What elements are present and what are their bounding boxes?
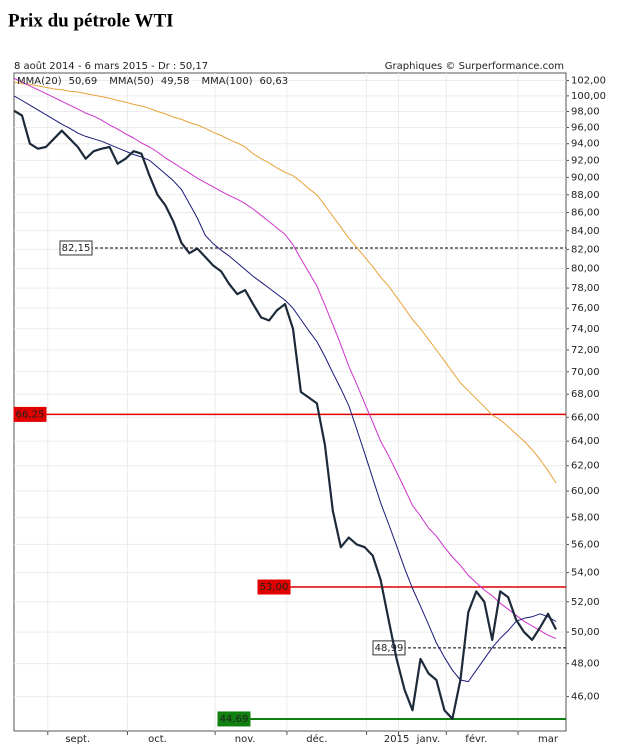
reference-label-box <box>59 240 93 256</box>
y-tick-label: 62,00 <box>571 461 600 472</box>
legend-value: 60,63 <box>260 76 289 87</box>
chart-title: Prix du pétrole WTI <box>8 10 174 31</box>
moving-average-line <box>13 81 557 484</box>
y-tick-label: 52,00 <box>571 597 600 608</box>
reference-label-box <box>372 640 406 656</box>
moving-average-line <box>13 95 557 683</box>
y-tick-label: 64,00 <box>571 436 600 447</box>
y-tick-label: 78,00 <box>571 283 600 294</box>
y-tick-label: 92,00 <box>571 155 600 166</box>
reference-label: 82,15 <box>62 243 91 254</box>
x-tick-label: déc. <box>306 733 327 745</box>
x-tick-label: 2015 <box>384 734 409 745</box>
y-tick-label: 102,00 <box>571 76 606 87</box>
plot-frame <box>13 72 567 732</box>
y-tick-label: 98,00 <box>571 106 600 117</box>
y-tick-label: 82,00 <box>571 244 600 255</box>
y-tick-label: 54,00 <box>571 568 600 579</box>
subtitle: 8 août 2014 - 6 mars 2015 - Dr : 50,17 <box>14 60 208 72</box>
y-tick-label: 46,00 <box>571 692 600 703</box>
legend-name: MMA(50) <box>109 76 154 87</box>
legend-value: 50,69 <box>69 76 98 87</box>
x-tick-label: mar <box>538 734 559 745</box>
reference-label: 48,99 <box>375 643 404 654</box>
y-tick-label: 100,00 <box>571 91 606 102</box>
y-tick-label: 66,00 <box>571 412 600 423</box>
y-tick-label: 58,00 <box>571 512 600 523</box>
y-tick-label: 48,00 <box>571 659 600 670</box>
y-tick-label: 60,00 <box>571 486 600 497</box>
price-line <box>13 109 557 720</box>
reference-label-box <box>217 711 251 727</box>
y-tick-label: 56,00 <box>571 539 600 550</box>
reference-label-box <box>13 406 47 422</box>
y-tick-label: 84,00 <box>571 226 600 237</box>
y-tick-label: 70,00 <box>571 367 600 378</box>
x-tick-label: sept. <box>65 734 90 745</box>
y-tick-label: 80,00 <box>571 263 600 274</box>
legend-value: 49,58 <box>161 76 190 87</box>
y-tick-label: 96,00 <box>571 122 600 133</box>
x-tick-label: janv. <box>416 734 441 745</box>
reference-label-box <box>257 579 291 595</box>
y-tick-label: 88,00 <box>571 190 600 201</box>
reference-label: 66,25 <box>16 409 45 420</box>
y-tick-label: 74,00 <box>571 324 600 335</box>
reference-label: 44,69 <box>220 714 249 725</box>
moving-average-line <box>13 77 557 640</box>
y-tick-label: 50,00 <box>571 627 600 638</box>
y-tick-label: 94,00 <box>571 139 600 150</box>
y-tick-label: 68,00 <box>571 389 600 400</box>
y-tick-label: 90,00 <box>571 172 600 183</box>
reference-label: 53,00 <box>260 582 289 593</box>
x-tick-label: oct. <box>148 734 167 745</box>
credit: Graphiques © Surperformance.com <box>385 61 564 72</box>
x-tick-label: févr. <box>465 733 487 745</box>
y-tick-label: 86,00 <box>571 208 600 219</box>
legend-name: MMA(20) <box>17 76 62 87</box>
y-tick-label: 76,00 <box>571 303 600 314</box>
y-tick-label: 72,00 <box>571 345 600 356</box>
legend-name: MMA(100) <box>202 76 253 87</box>
x-tick-label: nov. <box>235 734 256 745</box>
